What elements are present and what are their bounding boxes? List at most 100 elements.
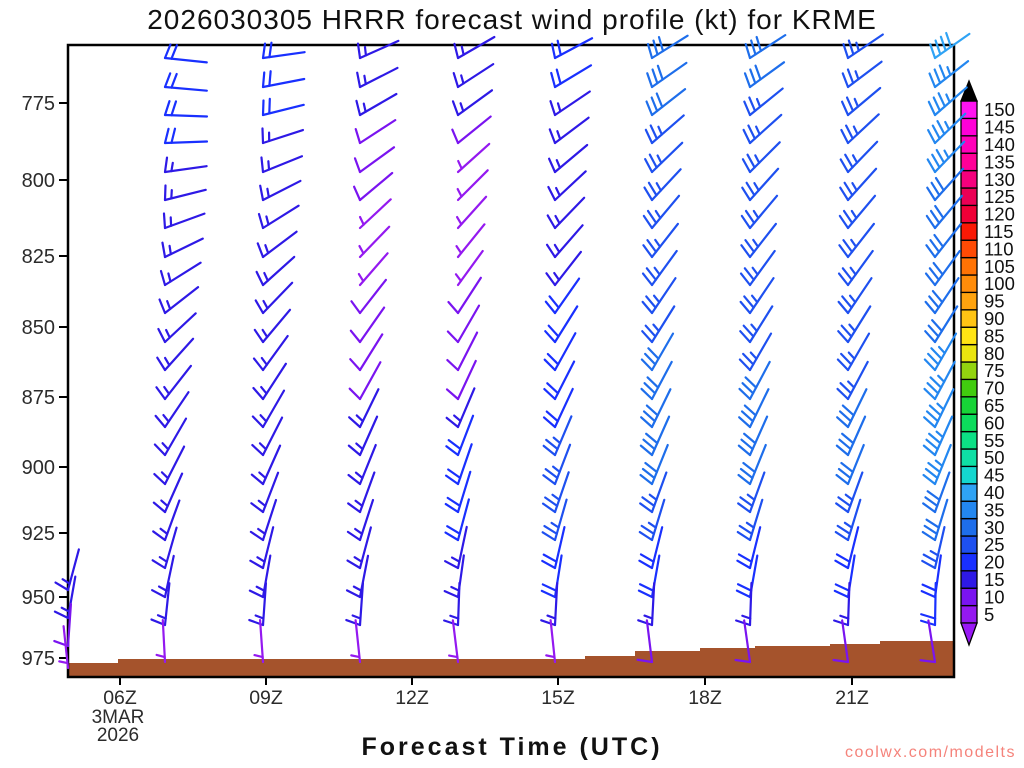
wind-barb xyxy=(259,179,302,202)
x-tick-sublabel: 3MAR xyxy=(92,707,145,728)
wind-barb xyxy=(836,332,871,372)
wind-barb xyxy=(542,443,572,486)
wind-barb xyxy=(455,223,486,259)
wind-barb xyxy=(352,171,394,202)
wind-barb xyxy=(451,89,494,117)
wind-barb xyxy=(641,277,677,315)
wind-barb xyxy=(347,415,379,457)
wind-barb xyxy=(158,286,200,315)
wind-barb xyxy=(252,362,287,401)
wind-barb xyxy=(927,86,968,117)
wind-barb xyxy=(250,471,280,514)
colorbar-label: 55 xyxy=(984,430,1005,451)
wind-barb xyxy=(842,33,884,60)
wind-barb xyxy=(347,443,377,486)
wind-barb xyxy=(540,581,559,627)
wind-barb xyxy=(926,140,966,174)
colorbar-box xyxy=(960,552,978,572)
wind-barb xyxy=(919,619,937,664)
y-tick-label: 925 xyxy=(22,523,55,545)
wind-barb xyxy=(162,212,206,230)
wind-barb xyxy=(345,554,370,599)
colorbar-label: 145 xyxy=(984,117,1015,138)
colorbar-label: 110 xyxy=(984,238,1014,259)
wind-barb xyxy=(261,97,305,117)
colorbar-box xyxy=(960,413,978,433)
wind-barb xyxy=(547,170,587,202)
x-tick-sublabel: 2026 xyxy=(97,725,139,746)
wind-barb xyxy=(734,619,752,664)
wind-barb xyxy=(163,127,209,145)
wind-barb xyxy=(639,471,668,514)
wind-barb xyxy=(646,61,688,89)
colorbar-box xyxy=(960,309,978,328)
wind-barb xyxy=(637,581,656,627)
colorbar-box xyxy=(960,222,978,241)
wind-barb xyxy=(740,222,777,259)
wind-barb xyxy=(546,196,586,230)
colorbar-box xyxy=(960,396,978,415)
x-tick-label: 21Z xyxy=(835,687,869,709)
wind-barb xyxy=(646,34,689,60)
wind-barb xyxy=(257,204,300,230)
wind-barb xyxy=(151,526,178,570)
wind-barb xyxy=(156,337,195,372)
wind-barb xyxy=(451,115,492,145)
wind-barb xyxy=(929,31,971,60)
wind-barb xyxy=(739,305,774,344)
colorbar-box xyxy=(960,256,978,276)
wind-barb xyxy=(923,332,958,372)
colorbar-label: 130 xyxy=(984,169,1015,190)
wind-barb xyxy=(838,222,875,259)
wind-barb xyxy=(356,66,399,89)
wind-barb xyxy=(928,60,970,89)
wind-barb xyxy=(347,471,376,514)
wind-barb xyxy=(740,194,779,230)
colorbar-box xyxy=(960,465,978,485)
wind-barb xyxy=(163,100,209,118)
wind-barb xyxy=(455,195,488,230)
wind-barb xyxy=(550,37,594,60)
y-tick-label: 825 xyxy=(22,246,55,268)
wind-barb xyxy=(159,261,202,287)
x-tick-label: 06Z xyxy=(103,687,137,709)
wind-barb xyxy=(741,167,780,202)
colorbar-label: 105 xyxy=(984,256,1015,277)
wind-barb xyxy=(348,361,382,401)
wind-barb xyxy=(161,237,204,259)
wind-barb xyxy=(350,278,387,315)
wind-barb xyxy=(640,388,672,429)
wind-barb xyxy=(835,471,864,514)
colorbar-arrow-up xyxy=(960,79,978,102)
wind-barb xyxy=(155,364,192,401)
colorbar-box xyxy=(960,239,978,259)
wind-barb xyxy=(251,416,284,457)
y-tick-label: 775 xyxy=(22,93,55,115)
wind-barb xyxy=(834,498,862,542)
colorbar-box xyxy=(960,500,978,520)
wind-barb xyxy=(447,276,482,315)
wind-barb xyxy=(157,312,197,344)
wind-barb xyxy=(348,388,380,429)
wind-barb xyxy=(924,249,961,287)
colorbar-label: 70 xyxy=(984,378,1005,399)
colorbar-label: 5 xyxy=(984,604,994,625)
colorbar-label: 115 xyxy=(984,221,1014,242)
wind-barb xyxy=(445,414,475,457)
wind-barb xyxy=(739,277,775,315)
wind-barb xyxy=(543,360,576,401)
wind-barb xyxy=(444,470,472,514)
wind-barb xyxy=(923,360,956,401)
wind-barb xyxy=(446,331,479,372)
wind-barb xyxy=(921,498,949,542)
wind-barb xyxy=(923,388,955,429)
wind-barb xyxy=(542,387,574,429)
colorbar-label: 65 xyxy=(984,395,1005,416)
colorbar-label: 95 xyxy=(984,291,1005,312)
wind-barb xyxy=(249,526,275,570)
wind-barb xyxy=(163,156,208,174)
wind-barb xyxy=(349,306,386,344)
wind-barb xyxy=(736,526,762,570)
wind-barb xyxy=(456,142,491,174)
